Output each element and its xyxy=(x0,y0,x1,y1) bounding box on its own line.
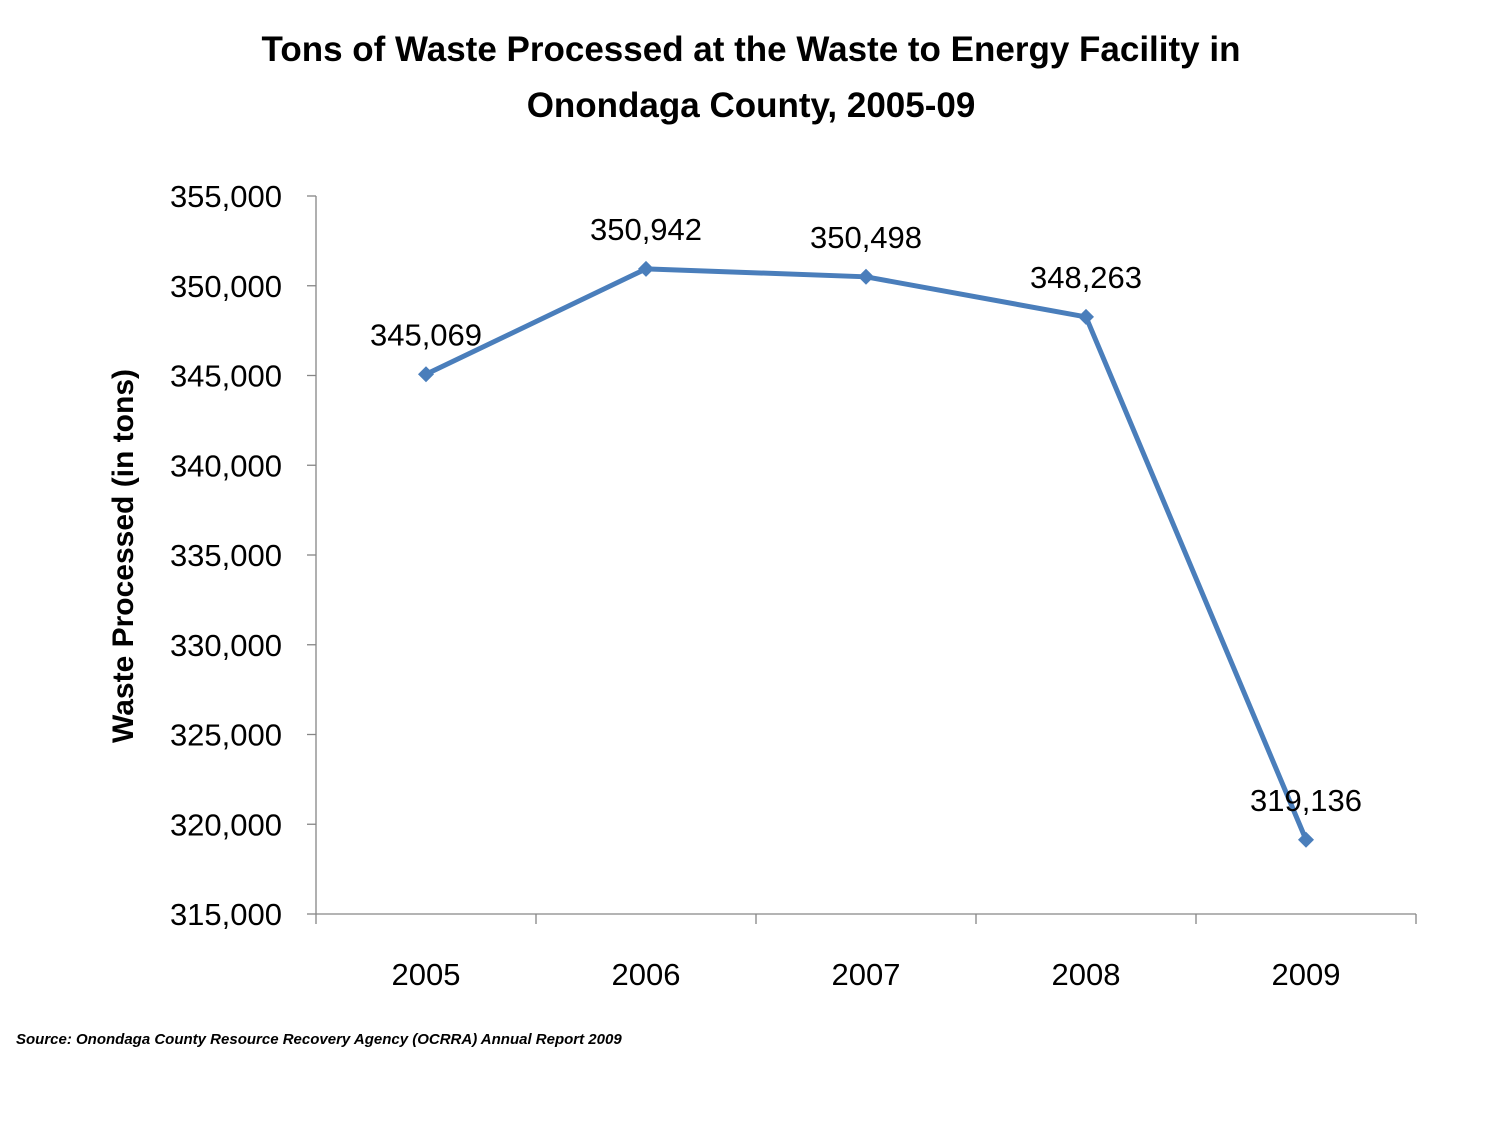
x-axis: 2005 2006 2007 2008 2009 xyxy=(315,913,1417,992)
x-tick-label: 2009 xyxy=(1272,957,1341,992)
series-line xyxy=(424,266,1309,841)
y-tick-label: 335,000 xyxy=(170,538,282,573)
data-labels: 345,069 350,942 350,498 348,263 319,136 xyxy=(370,212,1362,818)
data-label: 345,069 xyxy=(370,317,482,352)
y-tick-label: 325,000 xyxy=(170,718,282,753)
chart-title: Tons of Waste Processed at the Waste to … xyxy=(0,22,1502,134)
series xyxy=(418,260,1314,848)
data-label: 350,942 xyxy=(590,212,702,247)
chart-title-line-2: Onondaga County, 2005-09 xyxy=(526,86,976,125)
data-point-marker xyxy=(1298,831,1314,848)
data-point-marker xyxy=(858,268,874,285)
data-label: 350,498 xyxy=(810,220,922,255)
y-tick-label: 350,000 xyxy=(170,269,282,304)
data-label: 319,136 xyxy=(1250,783,1362,818)
source-note: Source: Onondaga County Resource Recover… xyxy=(16,1031,622,1048)
y-tick-label: 340,000 xyxy=(170,448,282,483)
chart-title-line-1: Tons of Waste Processed at the Waste to … xyxy=(261,30,1241,69)
data-label: 348,263 xyxy=(1030,260,1142,295)
y-axis: 315,000 320,000 325,000 330,000 335,000 340,0… xyxy=(170,179,317,932)
x-tick-label: 2006 xyxy=(612,957,681,992)
y-axis-title: Waste Processed (in tons) xyxy=(107,369,140,743)
x-tick-label: 2005 xyxy=(392,957,461,992)
y-tick-label: 355,000 xyxy=(170,179,282,214)
y-tick-label: 315,000 xyxy=(170,897,282,932)
data-point-marker xyxy=(418,366,434,383)
y-tick-label: 345,000 xyxy=(170,359,282,394)
data-point-marker xyxy=(1078,308,1094,325)
x-tick-label: 2008 xyxy=(1052,957,1121,992)
y-tick-label: 320,000 xyxy=(170,807,282,842)
x-tick-label: 2007 xyxy=(832,957,901,992)
y-tick-label: 330,000 xyxy=(170,628,282,663)
data-point-marker xyxy=(638,260,654,277)
